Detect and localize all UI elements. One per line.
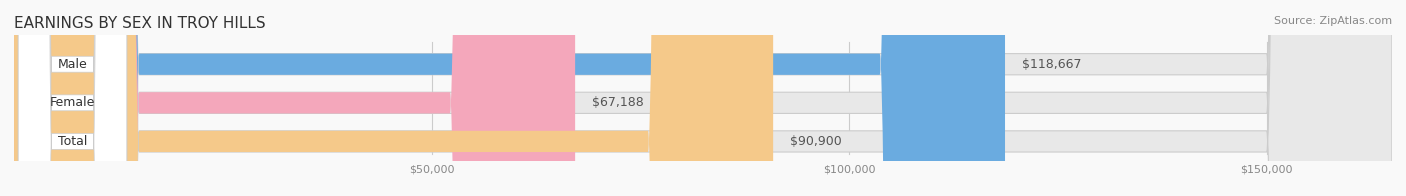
Text: $67,188: $67,188 (592, 96, 644, 109)
Text: $90,900: $90,900 (790, 135, 842, 148)
Text: $118,667: $118,667 (1022, 58, 1081, 71)
FancyBboxPatch shape (14, 0, 1392, 196)
Text: Total: Total (58, 135, 87, 148)
FancyBboxPatch shape (18, 0, 127, 196)
FancyBboxPatch shape (18, 0, 127, 196)
FancyBboxPatch shape (14, 0, 1005, 196)
Text: Source: ZipAtlas.com: Source: ZipAtlas.com (1274, 16, 1392, 26)
Text: Male: Male (58, 58, 87, 71)
FancyBboxPatch shape (14, 0, 773, 196)
FancyBboxPatch shape (14, 0, 1392, 196)
FancyBboxPatch shape (14, 0, 1392, 196)
Text: EARNINGS BY SEX IN TROY HILLS: EARNINGS BY SEX IN TROY HILLS (14, 16, 266, 31)
FancyBboxPatch shape (14, 0, 575, 196)
Text: Female: Female (49, 96, 96, 109)
FancyBboxPatch shape (18, 0, 127, 196)
